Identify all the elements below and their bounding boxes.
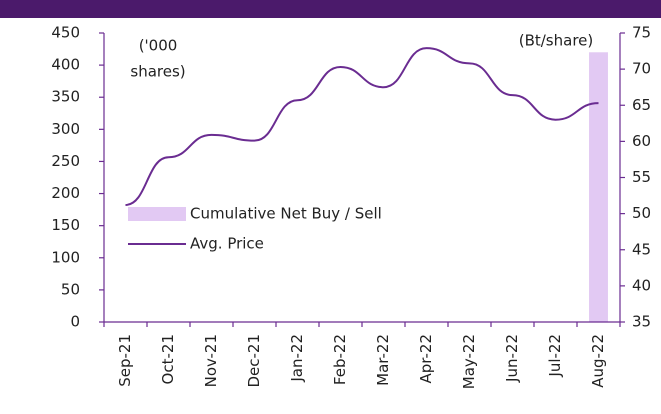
legend-label: Cumulative Net Buy / Sell: [190, 205, 382, 223]
y-tick-label: 100: [51, 248, 80, 266]
y-tick-label: 250: [51, 152, 80, 170]
y2-tick-label: 50: [632, 204, 651, 222]
y-tick-label: 200: [51, 184, 80, 202]
y-tick-label: 150: [51, 216, 80, 234]
x-tick-label: Jul-22: [546, 334, 564, 378]
y-axis-label: shares): [130, 63, 185, 81]
y-tick-label: 50: [61, 280, 80, 298]
x-tick-label: Sep-21: [116, 334, 134, 387]
x-tick-label: Jan-22: [288, 334, 306, 383]
bar: [589, 52, 608, 323]
y-tick-label: 300: [51, 120, 80, 138]
line: [125, 47, 599, 206]
y2-tick-label: 60: [632, 132, 651, 150]
header-band: [0, 0, 661, 18]
y2-tick-label: 75: [632, 24, 651, 42]
y2-axis-label: (Bt/share): [519, 32, 594, 50]
x-tick-label: Feb-22: [331, 334, 349, 385]
y-tick-label: 400: [51, 56, 80, 74]
y-tick-label: 450: [51, 24, 80, 42]
y2-tick-label: 45: [632, 240, 651, 258]
x-tick-label: Aug-22: [589, 334, 607, 388]
y2-tick-label: 35: [632, 313, 651, 331]
y2-tick-label: 65: [632, 96, 651, 114]
x-tick-label: Dec-21: [245, 334, 263, 388]
y2-tick-label: 70: [632, 60, 651, 78]
y-tick-label: 0: [70, 313, 80, 331]
x-tick-label: May-22: [460, 334, 478, 389]
x-tick-label: Oct-21: [159, 334, 177, 384]
x-tick-label: Nov-21: [202, 334, 220, 387]
legend-swatch: [128, 207, 186, 221]
y2-tick-label: 40: [632, 276, 651, 294]
legend-label: Avg. Price: [190, 235, 264, 253]
y-axis-label: ('000: [139, 37, 178, 55]
y-tick-label: 350: [51, 88, 80, 106]
x-tick-label: Jun-22: [503, 334, 521, 383]
y2-tick-label: 55: [632, 168, 651, 186]
x-tick-label: Apr-22: [417, 334, 435, 384]
x-tick-label: Mar-22: [374, 334, 392, 386]
